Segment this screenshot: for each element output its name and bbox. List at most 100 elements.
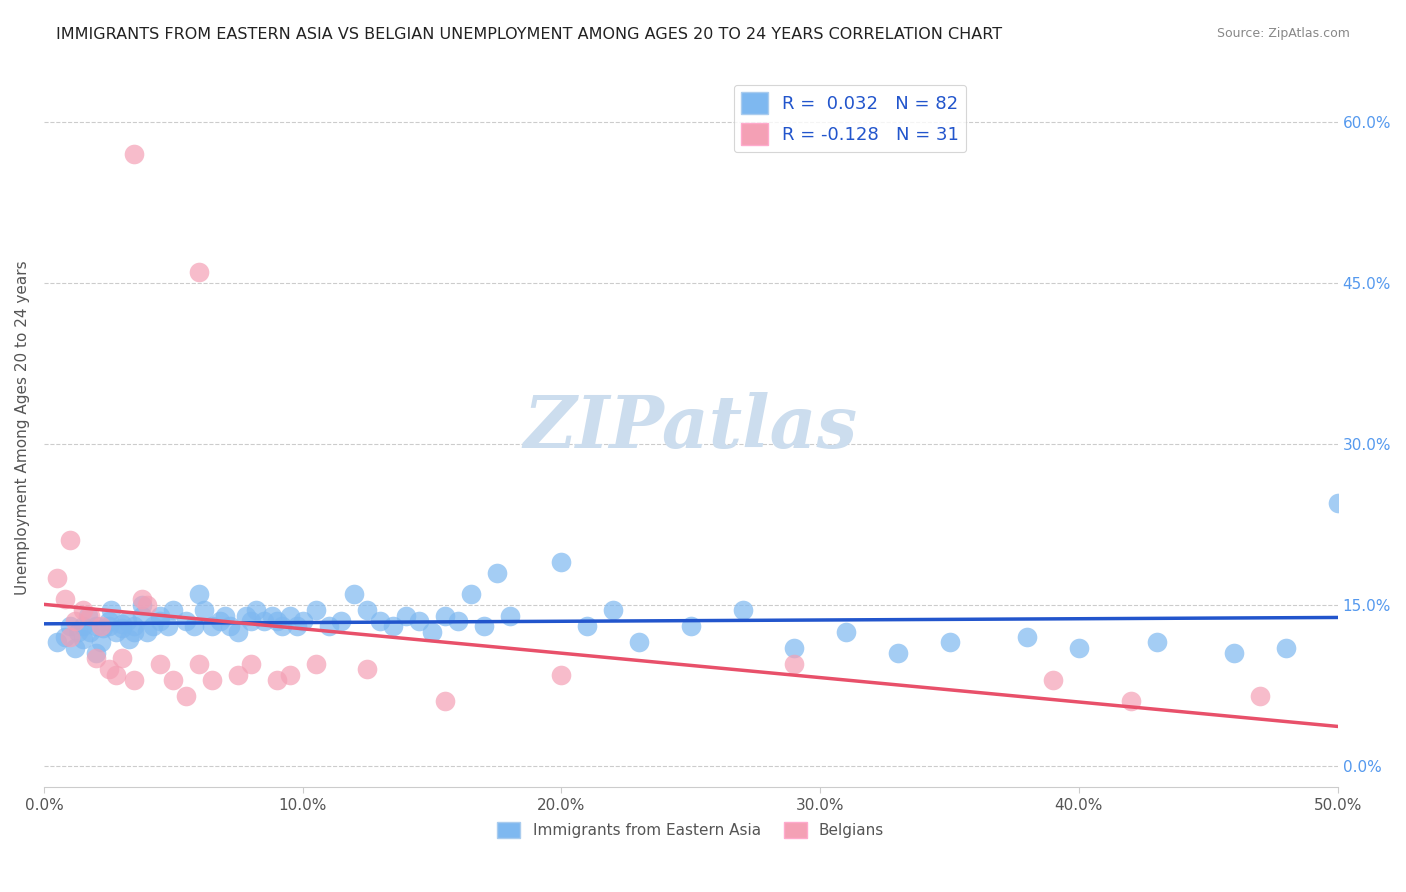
Point (382, 619, 405, 633)
Point (783, 640, 806, 655)
Point (59, 619, 82, 633)
Point (157, 619, 180, 633)
Point (63, 614, 86, 628)
Point (460, 587, 482, 601)
Point (124, 619, 146, 633)
Point (162, 673, 184, 687)
Point (304, 603, 326, 617)
Point (1067, 640, 1090, 655)
Point (1119, 694, 1142, 708)
Point (304, 657, 326, 671)
Point (124, 624, 146, 639)
Point (602, 603, 624, 617)
Point (105, 624, 128, 639)
Point (226, 624, 249, 639)
Point (63, 640, 86, 655)
Point (188, 265, 211, 279)
Point (53, 592, 76, 607)
Point (79, 608, 101, 623)
Point (239, 657, 262, 671)
Point (124, 147, 146, 161)
Point (115, 614, 138, 628)
Point (1275, 640, 1298, 655)
Y-axis label: Unemployment Among Ages 20 to 24 years: Unemployment Among Ages 20 to 24 years (15, 260, 30, 595)
Point (93, 621, 115, 635)
Point (118, 632, 141, 647)
Point (84, 619, 107, 633)
Point (110, 621, 132, 635)
Point (72, 619, 94, 633)
Point (105, 667, 128, 681)
Point (97, 662, 120, 676)
Point (174, 614, 197, 628)
Point (162, 603, 184, 617)
Point (84, 651, 107, 665)
Point (1042, 673, 1064, 687)
Point (498, 608, 520, 623)
Point (260, 608, 283, 623)
Point (1326, 496, 1348, 510)
Point (679, 619, 702, 633)
Point (136, 624, 159, 639)
Point (287, 619, 309, 633)
Point (131, 608, 153, 623)
Point (110, 617, 132, 632)
Legend: Immigrants from Eastern Asia, Belgians: Immigrants from Eastern Asia, Belgians (491, 816, 890, 844)
Point (201, 673, 224, 687)
Point (59, 630, 82, 644)
Point (266, 614, 288, 628)
Point (72, 632, 94, 647)
Point (433, 608, 456, 623)
Point (356, 603, 378, 617)
Point (72, 603, 94, 617)
Point (245, 603, 267, 617)
Point (131, 592, 153, 607)
Point (77, 608, 100, 623)
Point (188, 657, 211, 671)
Point (97, 619, 120, 633)
Point (278, 667, 301, 681)
Point (131, 598, 153, 612)
Point (1146, 635, 1168, 649)
Point (124, 673, 146, 687)
Point (136, 598, 159, 612)
Point (627, 635, 650, 649)
Point (330, 614, 353, 628)
Point (226, 667, 249, 681)
Point (1017, 630, 1039, 644)
Text: ZIPatlas: ZIPatlas (523, 392, 858, 463)
Point (253, 614, 276, 628)
Point (214, 608, 236, 623)
Point (447, 614, 470, 628)
Point (433, 694, 456, 708)
Point (266, 673, 288, 687)
Point (485, 566, 508, 580)
Point (149, 657, 172, 671)
Point (45, 571, 67, 585)
Point (887, 646, 910, 660)
Point (318, 619, 340, 633)
Point (193, 603, 215, 617)
Point (368, 614, 391, 628)
Point (1223, 646, 1246, 660)
Point (1249, 689, 1271, 703)
Point (219, 619, 242, 633)
Point (174, 689, 197, 703)
Point (59, 533, 82, 548)
Point (550, 667, 572, 681)
Point (79, 624, 101, 639)
Point (149, 608, 172, 623)
Point (783, 657, 806, 671)
Point (45, 635, 67, 649)
Point (356, 662, 378, 676)
Point (408, 614, 430, 628)
Point (201, 619, 224, 633)
Point (271, 619, 294, 633)
Text: IMMIGRANTS FROM EASTERN ASIA VS BELGIAN UNEMPLOYMENT AMONG AGES 20 TO 24 YEARS C: IMMIGRANTS FROM EASTERN ASIA VS BELGIAN … (56, 27, 1002, 42)
Point (576, 619, 599, 633)
Point (110, 651, 132, 665)
Point (90, 635, 112, 649)
Point (53, 630, 76, 644)
Point (90, 619, 112, 633)
Point (343, 587, 366, 601)
